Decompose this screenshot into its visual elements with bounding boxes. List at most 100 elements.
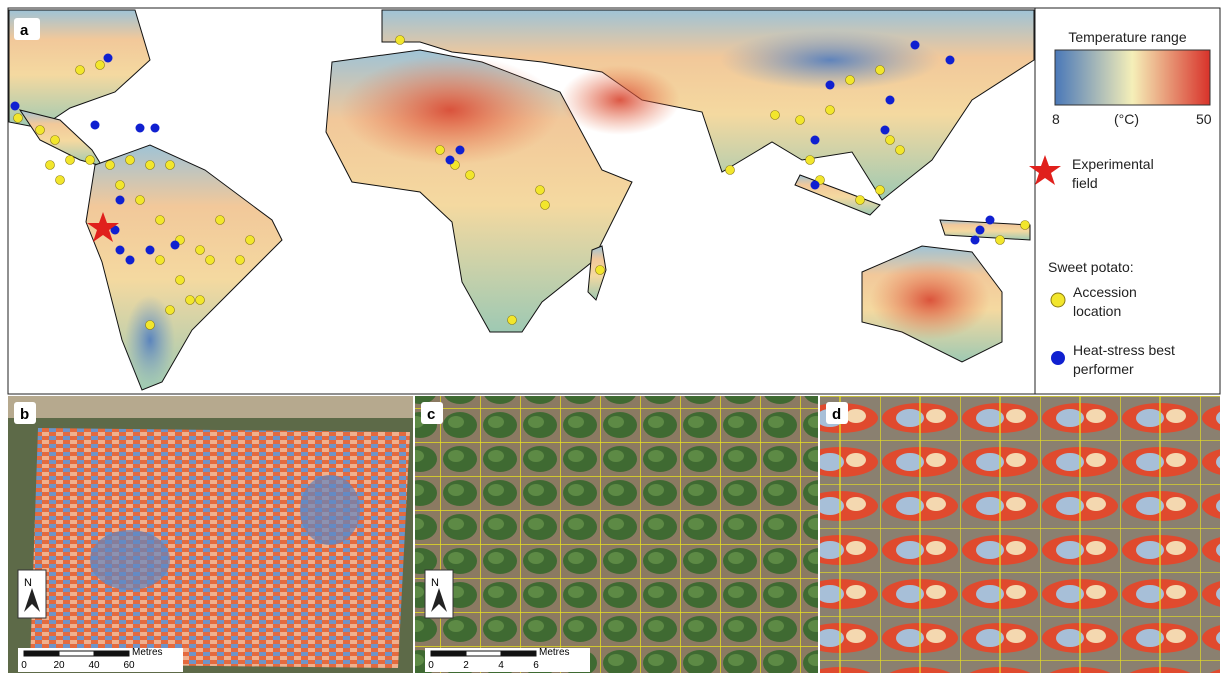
accession-dot — [796, 116, 805, 125]
best-performer-dot — [91, 121, 100, 130]
scale-unit: (°C) — [1114, 110, 1139, 129]
road — [8, 396, 413, 418]
accession-dot — [156, 256, 165, 265]
best-performer-dot — [881, 126, 890, 135]
accession-dot — [771, 111, 780, 120]
accession-dot — [856, 196, 865, 205]
accession-dot — [236, 256, 245, 265]
accession-dot — [1021, 221, 1030, 230]
scale-tick-label: 4 — [498, 660, 504, 671]
best-performer-dot — [136, 124, 145, 133]
scale-tick-label: 2 — [463, 660, 469, 671]
accession-dot — [186, 296, 195, 305]
accession-dot — [806, 156, 815, 165]
scale-tick-label: 0 — [428, 660, 434, 671]
accession-dot — [146, 161, 155, 170]
best-performer-dot — [146, 246, 155, 255]
accession-dot — [36, 126, 45, 135]
scale-bar-segment — [24, 651, 59, 656]
legend-blue-dot — [1051, 351, 1065, 365]
north-label: N — [24, 577, 32, 589]
best-performer-dot — [826, 81, 835, 90]
accession-dot — [86, 156, 95, 165]
scale-tick-label: 40 — [88, 660, 100, 671]
best-performer-dot — [171, 241, 180, 250]
scale-bar-segment — [94, 651, 129, 656]
accession-dot — [136, 196, 145, 205]
accession-dot — [146, 321, 155, 330]
accession-dot — [508, 316, 517, 325]
accession-dot — [51, 136, 60, 145]
accession-dot — [541, 201, 550, 210]
best-performer-dot — [116, 196, 125, 205]
hot-zone — [560, 65, 680, 135]
figure-graphics: a bcdN0204060MetresN0246Metres — [0, 0, 1224, 673]
accession-dot — [436, 146, 445, 155]
best-performer-dot — [104, 54, 113, 63]
accession-dot — [196, 246, 205, 255]
best-performer-dot — [986, 216, 995, 225]
accession-dot — [156, 216, 165, 225]
scale-bar-segment — [59, 651, 94, 656]
scale-min: 8 — [1052, 110, 1060, 129]
star-label: Experimental field — [1072, 155, 1182, 193]
legend-item: Accession location — [1073, 283, 1163, 321]
best-performer-dot — [126, 256, 135, 265]
best-performer-dot — [971, 236, 980, 245]
accession-dot — [176, 276, 185, 285]
accession-dot — [106, 161, 115, 170]
accession-dot — [96, 61, 105, 70]
scale-tick-label: 0 — [21, 660, 27, 671]
best-performer-dot — [911, 41, 920, 50]
accession-dot — [46, 161, 55, 170]
accession-dot — [196, 296, 205, 305]
panel-label: d — [832, 406, 841, 423]
accession-dot — [126, 156, 135, 165]
accession-dot — [596, 266, 605, 275]
scale-tick-label: 6 — [533, 660, 539, 671]
best-performer-dot — [116, 246, 125, 255]
scale-unit: Metres — [132, 647, 163, 658]
best-performer-dot — [456, 146, 465, 155]
section-title: Sweet potato: — [1048, 258, 1134, 277]
panel-c-image — [415, 396, 818, 673]
panel-label: b — [20, 406, 29, 423]
field-thermal — [30, 428, 410, 668]
accession-dot — [886, 136, 895, 145]
accession-dot — [876, 66, 885, 75]
north-label: N — [431, 577, 439, 589]
accession-dot — [66, 156, 75, 165]
scale-bar-segment — [501, 651, 536, 656]
accession-dot — [116, 181, 125, 190]
colorbar — [1055, 50, 1210, 105]
hot-zone — [870, 260, 990, 340]
accession-dot — [14, 114, 23, 123]
accession-dot — [166, 161, 175, 170]
accession-dot — [246, 236, 255, 245]
accession-dot — [396, 36, 405, 45]
best-performer-dot — [946, 56, 955, 65]
accession-dot — [216, 216, 225, 225]
accession-dot — [56, 176, 65, 185]
accession-dot — [166, 306, 175, 315]
accession-dot — [876, 186, 885, 195]
best-performer-dot — [446, 156, 455, 165]
figure: a bcdN0204060MetresN0246Metres Temperatu… — [0, 0, 1224, 673]
accession-dot — [76, 66, 85, 75]
best-performer-dot — [11, 102, 20, 111]
cool-patch — [300, 475, 360, 545]
best-performer-dot — [811, 136, 820, 145]
accession-dot — [536, 186, 545, 195]
scale-max: 50 — [1196, 110, 1212, 129]
scale-tick-label: 20 — [53, 660, 65, 671]
panel-label: c — [427, 406, 435, 423]
scale-bar-segment — [466, 651, 501, 656]
best-performer-dot — [886, 96, 895, 105]
legend-title: Temperature range — [1035, 28, 1220, 47]
hot-zone — [340, 55, 560, 165]
best-performer-dot — [811, 181, 820, 190]
accession-dot — [206, 256, 215, 265]
accession-dot — [466, 171, 475, 180]
panel-label: a — [20, 22, 29, 39]
scale-tick-label: 60 — [123, 660, 135, 671]
